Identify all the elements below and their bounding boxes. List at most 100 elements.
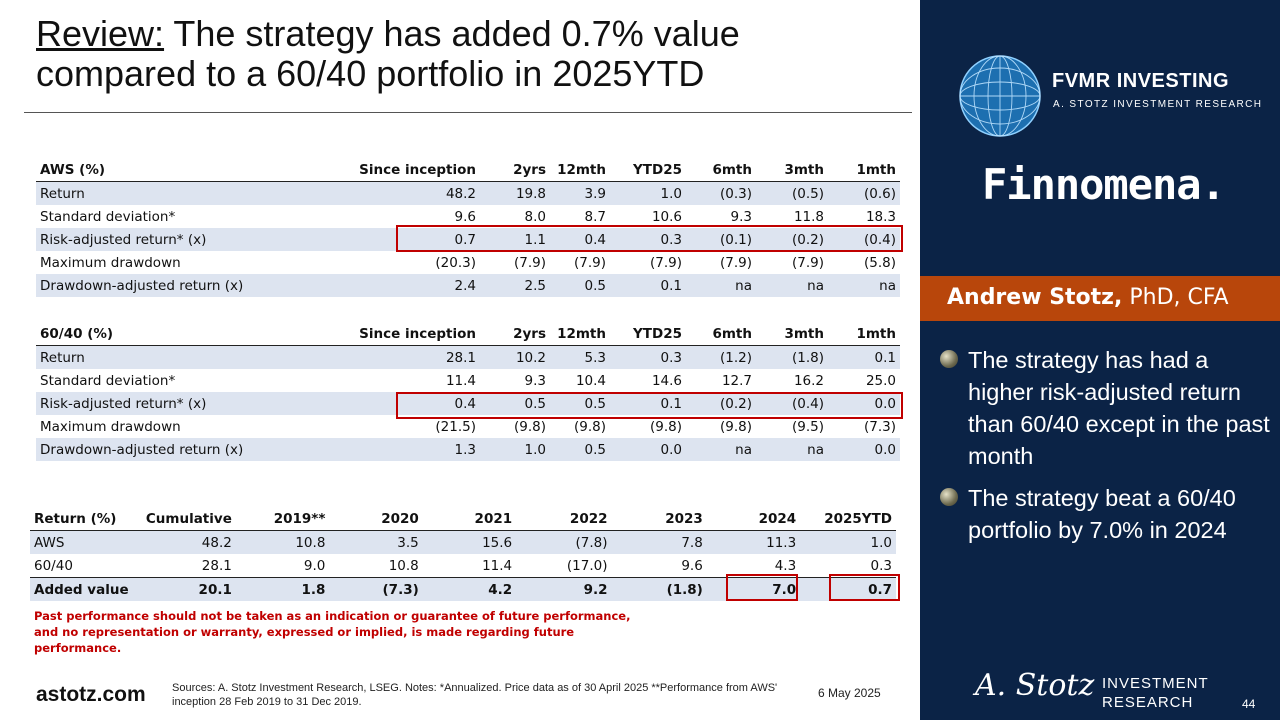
bullet-text: The strategy has had a higher risk-adjus…	[968, 347, 1270, 469]
main-panel: Review: The strategy has added 0.7% valu…	[24, 13, 912, 708]
column-header: 6mth	[686, 158, 756, 182]
table-cell: (0.5)	[756, 181, 828, 205]
table-cell: 10.8	[388, 557, 419, 574]
table-cell: 11.8	[756, 205, 828, 228]
table-cell: 1.8	[235, 577, 330, 601]
table-cell: (17.0)	[566, 557, 608, 574]
row-label: AWS	[30, 530, 134, 554]
column-header: 2019**	[235, 507, 330, 531]
title-text: The strategy has added 0.7% value compar…	[36, 13, 740, 94]
row-label: Standard deviation*	[36, 369, 336, 392]
table-cell: 0.5	[550, 438, 610, 461]
table-cell: 1.0	[610, 181, 686, 205]
table-cell: (5.8)	[828, 251, 900, 274]
table-cell: 9.2	[516, 577, 612, 601]
table-row: 60/40 28.1 9.0 10.8 11.4 (17.0) 9.6 4.3 0.3	[30, 554, 896, 578]
table-cell: (7.9)	[480, 251, 550, 274]
table-cell: 7.0	[706, 577, 801, 601]
page-number: 44	[1242, 697, 1256, 711]
table-cell: 0.1	[828, 345, 900, 369]
table-cell: 9.3	[480, 369, 550, 392]
column-header: 2024	[706, 507, 801, 531]
annual-return-table: Return (%) Cumulative 2019** 2020 2021 2022 20…	[30, 507, 896, 601]
brand-subtitle: A. STOTZ INVESTMENT RESEARCH	[1053, 99, 1263, 110]
table-cell: 16.2	[756, 369, 828, 392]
table-cell: 10.6	[610, 205, 686, 228]
column-header: 12mth	[550, 322, 610, 346]
table-cell: na	[828, 274, 900, 297]
row-label: 60/40	[34, 557, 73, 574]
key-points-list: The strategy has had a higher risk-adjus…	[940, 344, 1270, 556]
column-header: Since inception	[336, 158, 480, 182]
table-cell: 28.1	[336, 345, 480, 369]
table-cell: (0.2)	[756, 228, 828, 251]
table-cell: 14.6	[610, 369, 686, 392]
column-header: 2yrs	[480, 158, 550, 182]
table-cell: 10.4	[550, 369, 610, 392]
table-cell: 0.5	[550, 392, 610, 415]
table-cell: 19.8	[480, 181, 550, 205]
table-cell: 18.3	[828, 205, 900, 228]
table-cell: (9.8)	[550, 415, 610, 438]
table-title-cell: 60/40 (%)	[36, 322, 336, 346]
table-cell: 0.0	[828, 392, 900, 415]
signature-logo: A. Stotz	[975, 668, 1094, 703]
table-row: Return 48.2 19.8 3.9 1.0 (0.3) (0.5) (0.6)	[36, 181, 900, 205]
table-cell: 48.2	[133, 530, 236, 554]
bullet-text: The strategy beat a 60/40 portfolio by 7…	[968, 485, 1236, 543]
row-label: Standard deviation*	[36, 205, 336, 228]
author-name-text: Andrew Stotz,	[947, 285, 1123, 310]
table-cell: (9.8)	[480, 415, 550, 438]
table-cell: (0.4)	[756, 392, 828, 415]
table-cell: (21.5)	[336, 415, 480, 438]
logo-line2: RESEARCH	[1102, 694, 1194, 711]
row-label: Added value	[30, 577, 134, 601]
brand-name: FVMR INVESTING	[1052, 70, 1230, 92]
column-header: 1mth	[828, 158, 900, 182]
table-row: Return 28.1 10.2 5.3 0.3 (1.2) (1.8) 0.1	[36, 345, 900, 369]
table-cell: 0.5	[550, 274, 610, 297]
globe-logo-icon	[959, 55, 1041, 137]
title-prefix: Review:	[36, 13, 165, 54]
table-cell: 25.0	[828, 369, 900, 392]
table-cell: 10.2	[480, 345, 550, 369]
table-cell: 1.1	[480, 228, 550, 251]
table-cell: na	[686, 274, 756, 297]
row-label: Drawdown-adjusted return (x)	[36, 274, 336, 297]
list-item: The strategy has had a higher risk-adjus…	[940, 344, 1270, 472]
table-row: Maximum drawdown (21.5) (9.8) (9.8) (9.8) (9.…	[36, 415, 900, 438]
disclaimer-text: Past performance should not be taken as …	[34, 609, 631, 655]
table-cell: 9.3	[686, 205, 756, 228]
table-cell: 0.4	[550, 228, 610, 251]
table-cell: 3.9	[550, 181, 610, 205]
column-header: 2021	[422, 507, 517, 531]
table-cell: (20.3)	[336, 251, 480, 274]
table-cell: 7.8	[611, 530, 707, 554]
added-value-2024-highlight	[726, 574, 798, 601]
table-cell: 0.1	[610, 392, 686, 415]
row-label: Maximum drawdown	[36, 415, 336, 438]
table-cell: 0.0	[610, 438, 686, 461]
table-cell: 10.8	[235, 530, 330, 554]
table-row: Risk-adjusted return* (x) 0.4 0.5 0.5 0.1 (0.…	[36, 392, 900, 415]
investment-research-logo: INVESTMENT RESEARCH	[1102, 674, 1209, 712]
column-header: YTD25	[610, 158, 686, 182]
table-row: Risk-adjusted return* (x) 0.7 1.1 0.4 0.3 (0.…	[36, 228, 900, 251]
website-link[interactable]: astotz.com	[36, 683, 146, 706]
table-row: Maximum drawdown (20.3) (7.9) (7.9) (7.9) (7.…	[36, 251, 900, 274]
table-cell: (7.9)	[756, 251, 828, 274]
row-label: Return	[36, 345, 336, 369]
table-header-row: Return (%) Cumulative 2019** 2020 2021 2022 20…	[30, 507, 896, 531]
page-title: Review: The strategy has added 0.7% valu…	[36, 14, 906, 94]
row-label: Drawdown-adjusted return (x)	[36, 438, 336, 461]
author-credentials: PhD, CFA	[1122, 285, 1229, 310]
table-cell: 12.7	[686, 369, 756, 392]
table-cell: 8.7	[550, 205, 610, 228]
added-value-2025ytd-highlight	[829, 574, 900, 601]
table-cell: (1.8)	[756, 345, 828, 369]
table-cell: 1.3	[336, 438, 480, 461]
table-cell: 9.6	[681, 557, 703, 574]
table-cell: 8.0	[480, 205, 550, 228]
aws-risk-adjusted-highlight	[396, 225, 903, 252]
column-header: 2023	[611, 507, 707, 531]
